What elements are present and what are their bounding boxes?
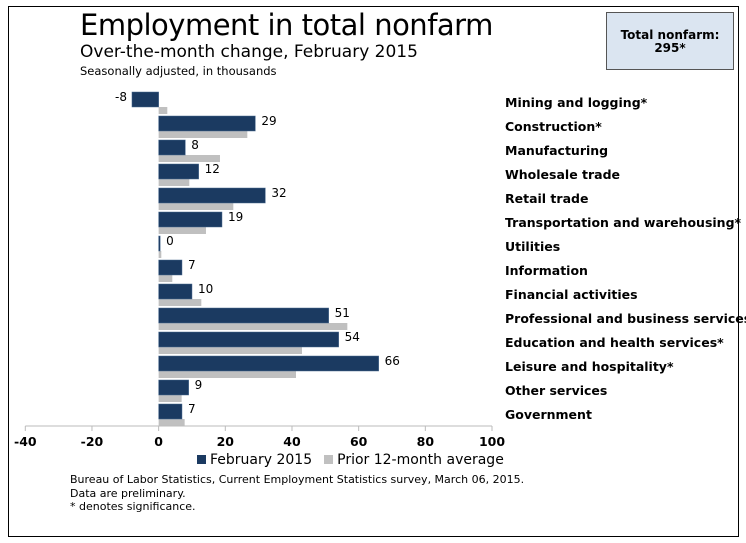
x-tick-label: 40	[283, 434, 301, 449]
bar-prior-avg	[158, 347, 302, 354]
data-label: 9	[195, 378, 203, 392]
data-label: 19	[228, 210, 243, 224]
total-label: Total nonfarm:	[620, 28, 720, 42]
data-label: 51	[335, 306, 350, 320]
bar-feb-2015	[158, 379, 189, 396]
source-note: Bureau of Labor Statistics, Current Empl…	[70, 473, 525, 486]
bar-feb-2015	[158, 355, 379, 372]
data-label: 7	[188, 258, 196, 272]
chart-frame	[8, 6, 739, 537]
data-label: 32	[271, 186, 286, 200]
category-label: Government	[505, 407, 592, 422]
bar-prior-avg	[158, 395, 182, 402]
x-tick-label: 0	[154, 434, 163, 449]
legend-item-feb: February 2015	[197, 452, 312, 468]
data-label: -8	[115, 90, 127, 104]
chart-subtitle: Over-the-month change, February 2015	[80, 42, 418, 62]
bar-feb-2015	[158, 139, 186, 156]
category-label: Information	[505, 263, 588, 278]
preliminary-note: Data are preliminary.	[70, 486, 186, 500]
data-label: 12	[205, 162, 220, 176]
category-label: Construction*	[505, 119, 602, 134]
bar-feb-2015	[158, 211, 223, 228]
category-label: Wholesale trade	[505, 167, 621, 182]
bar-feb-2015	[158, 283, 193, 300]
total-nonfarm-box: Total nonfarm: 295*	[606, 12, 734, 70]
bar-prior-avg	[158, 275, 173, 282]
x-tick-label: 20	[217, 434, 235, 449]
bar-prior-avg	[158, 155, 220, 162]
category-label: Manufacturing	[505, 143, 609, 158]
bar-feb-2015	[158, 115, 256, 132]
category-label: Other services	[505, 383, 608, 398]
x-tick-label: -20	[81, 434, 104, 449]
category-label: Financial activities	[505, 287, 638, 302]
data-label: 8	[191, 138, 199, 152]
x-tick-label: 80	[417, 434, 435, 449]
legend-label: Prior 12-month average	[337, 452, 504, 468]
legend: February 2015 Prior 12-month average	[197, 452, 504, 468]
bar-prior-avg	[158, 107, 168, 114]
bar-prior-avg	[158, 131, 248, 138]
bar-feb-2015	[158, 307, 329, 324]
notes: Bureau of Labor Statistics, Current Empl…	[70, 473, 524, 514]
bar-prior-avg	[158, 419, 185, 426]
x-tick-label: 100	[479, 434, 505, 449]
bar-feb-2015	[158, 331, 339, 348]
bar-prior-avg	[158, 299, 202, 306]
category-label: Retail trade	[505, 191, 589, 206]
bar-prior-avg	[158, 227, 206, 234]
data-label: 7	[188, 402, 196, 416]
legend-swatch	[324, 455, 334, 464]
significance-note: * denotes significance.	[70, 500, 196, 513]
bar-prior-avg	[158, 371, 296, 378]
chart-title: Employment in total nonfarm	[80, 8, 493, 42]
bar-prior-avg	[158, 251, 162, 258]
category-label: Education and health services*	[505, 335, 724, 350]
data-label: 29	[261, 114, 276, 128]
bar-prior-avg	[158, 323, 348, 330]
total-value: 295*	[654, 41, 686, 55]
unit-note: Seasonally adjusted, in thousands	[80, 64, 277, 78]
bar-feb-2015	[158, 403, 183, 420]
legend-item-avg: Prior 12-month average	[324, 452, 504, 468]
bar-feb-2015	[158, 163, 199, 180]
data-label: 66	[385, 354, 400, 368]
bar-feb-2015	[158, 187, 266, 204]
bar-feb-2015	[158, 259, 183, 276]
category-label: Transportation and warehousing*	[505, 215, 742, 230]
category-label: Professional and business services*	[505, 311, 746, 326]
legend-label: February 2015	[210, 452, 313, 468]
bar-prior-avg	[158, 179, 190, 186]
bar-feb-2015	[131, 91, 159, 108]
category-label: Utilities	[505, 239, 561, 254]
legend-swatch	[197, 455, 206, 464]
data-label: 0	[166, 234, 174, 248]
x-tick-label: -40	[14, 434, 37, 449]
data-label: 10	[198, 282, 213, 296]
bar-feb-2015	[158, 235, 161, 252]
category-label: Leisure and hospitality*	[505, 359, 674, 374]
category-label: Mining and logging*	[505, 95, 648, 110]
data-label: 54	[345, 330, 360, 344]
x-tick-label: 60	[350, 434, 368, 449]
bar-prior-avg	[158, 203, 234, 210]
